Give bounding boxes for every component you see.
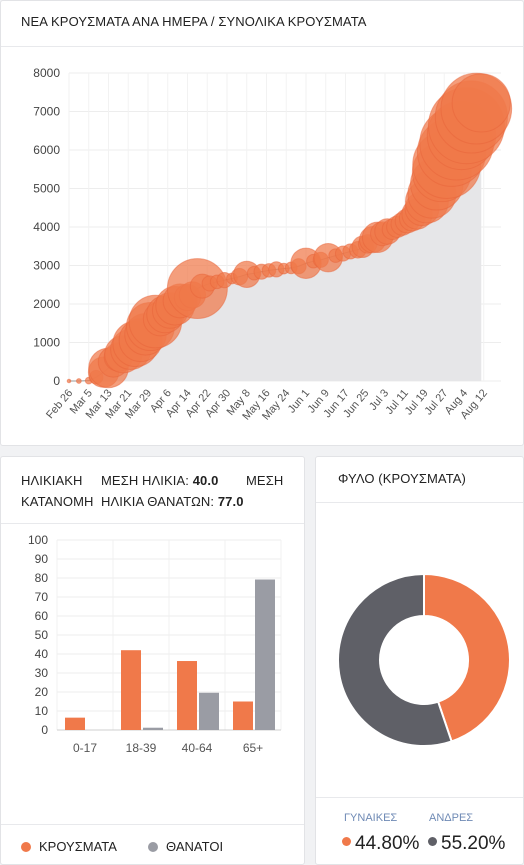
- y-tick-label: 100: [28, 533, 48, 547]
- y-tick-label: 20: [35, 685, 49, 699]
- y-tick-label: 0: [53, 374, 60, 388]
- y-tick-label: 40: [35, 647, 49, 661]
- mean-death-value: 77.0: [217, 494, 244, 509]
- donut-slice-female: [423, 572, 511, 743]
- bar-cases: [233, 701, 253, 730]
- female-value: 44.80%: [342, 833, 419, 855]
- y-tick-label: 80: [35, 571, 49, 585]
- sex-donut-chart: [337, 572, 511, 747]
- y-tick-label: 10: [35, 704, 49, 718]
- legend-deaths-dot: [148, 842, 158, 852]
- age-chart: 0 10 20 30 40 50 60 70 80 90 100 0-17 18-39 40-64 65+: [28, 533, 282, 755]
- female-value-text: 44.80%: [355, 833, 420, 854]
- legend-deaths-label: ΘΑΝΑΤΟΙ: [166, 839, 224, 854]
- y-tick-label: 90: [35, 552, 49, 566]
- y-tick-label: 0: [41, 723, 48, 737]
- legend-deaths[interactable]: ΘΑΝΑΤΟΙ: [148, 839, 223, 854]
- sex-card: ΦΥΛΟ (ΚΡΟΥΣΜΑΤΑ) ΓΥΝΑΙΚΕΣ ΑΝΔΡΕΣ 44.80% …: [315, 456, 524, 865]
- cases-bubble: [451, 73, 511, 133]
- x-tick-label: 40-64: [182, 741, 213, 755]
- y-tick-label: 7000: [33, 105, 60, 119]
- age-card-header: ΗΛΙΚΙΑΚΗ ΚΑΤΑΝΟΜΗ ΜΕΣΗ ΗΛΙΚΙΑ: 40.0 ΜΕΣΗ…: [1, 457, 304, 524]
- x-tick-label: 65+: [243, 741, 263, 755]
- y-tick-label: 6000: [33, 143, 60, 157]
- legend-cases-dot: [21, 842, 31, 852]
- male-value-text: 55.20%: [441, 833, 506, 854]
- age-card-title: ΗΛΙΚΙΑΚΗ ΚΑΤΑΝΟΜΗ: [21, 473, 94, 509]
- legend-cases-label: ΚΡΟΥΣΜΑΤΑ: [39, 839, 117, 854]
- x-tick-label: 0-17: [73, 741, 97, 755]
- bar-cases: [65, 717, 85, 730]
- y-tick-label: 3000: [33, 259, 60, 273]
- bar-deaths: [199, 692, 219, 730]
- y-tick-label: 1000: [33, 336, 60, 350]
- sex-card-title: ΦΥΛΟ (ΚΡΟΥΣΜΑΤΑ): [316, 457, 523, 503]
- mean-death-word: ΜΕΣΗ: [246, 473, 284, 488]
- cases-card: ΝΕΑ ΚΡΟΥΣΜΑΤΑ ΑΝΑ ΗΜΕΡΑ / ΣΥΝΟΛΙΚΑ ΚΡΟΥΣ…: [0, 0, 524, 446]
- mean-age: ΜΕΣΗ ΗΛΙΚΙΑ: 40.0: [101, 470, 218, 491]
- y-tick-label: 2000: [33, 297, 60, 311]
- donut-slice-male: [337, 572, 453, 747]
- age-card: ΗΛΙΚΙΑΚΗ ΚΑΤΑΝΟΜΗ ΜΕΣΗ ΗΛΙΚΙΑ: 40.0 ΜΕΣΗ…: [0, 456, 305, 865]
- mean-death-age: ΗΛΙΚΙΑ ΘΑΝΑΤΩΝ: 77.0: [101, 491, 244, 512]
- y-tick-label: 4000: [33, 220, 60, 234]
- female-label: ΓΥΝΑΙΚΕΣ: [344, 812, 398, 824]
- mean-age-label: ΜΕΣΗ ΗΛΙΚΙΑ:: [101, 473, 189, 488]
- bar-cases: [177, 661, 197, 730]
- cases-card-title: ΝΕΑ ΚΡΟΥΣΜΑΤΑ ΑΝΑ ΗΜΕΡΑ / ΣΥΝΟΛΙΚΑ ΚΡΟΥΣ…: [1, 1, 523, 47]
- bar-cases: [121, 650, 141, 730]
- bar-deaths: [143, 727, 163, 730]
- age-legend: ΚΡΟΥΣΜΑΤΑ ΘΑΝΑΤΟΙ: [1, 824, 304, 864]
- y-tick-label: 50: [35, 628, 49, 642]
- y-tick-label: 5000: [33, 182, 60, 196]
- male-label: ΑΝΔΡΕΣ: [429, 812, 474, 824]
- mean-age-value: 40.0: [192, 473, 219, 488]
- male-value: 55.20%: [428, 833, 505, 855]
- cases-bubble: [66, 378, 72, 384]
- y-tick-label: 30: [35, 666, 49, 680]
- y-tick-label: 70: [35, 590, 49, 604]
- cases-bubble: [75, 378, 82, 384]
- y-tick-label: 8000: [33, 66, 60, 80]
- x-tick-label: 18-39: [126, 741, 157, 755]
- legend-cases[interactable]: ΚΡΟΥΣΜΑΤΑ: [21, 839, 117, 854]
- male-dot: [428, 837, 437, 846]
- bar-deaths: [255, 579, 275, 730]
- y-tick-label: 60: [35, 609, 49, 623]
- mean-death-label: ΗΛΙΚΙΑ ΘΑΝΑΤΩΝ:: [101, 494, 215, 509]
- sex-footer: ΓΥΝΑΙΚΕΣ ΑΝΔΡΕΣ 44.80% 55.20%: [316, 797, 523, 864]
- female-dot: [342, 837, 351, 846]
